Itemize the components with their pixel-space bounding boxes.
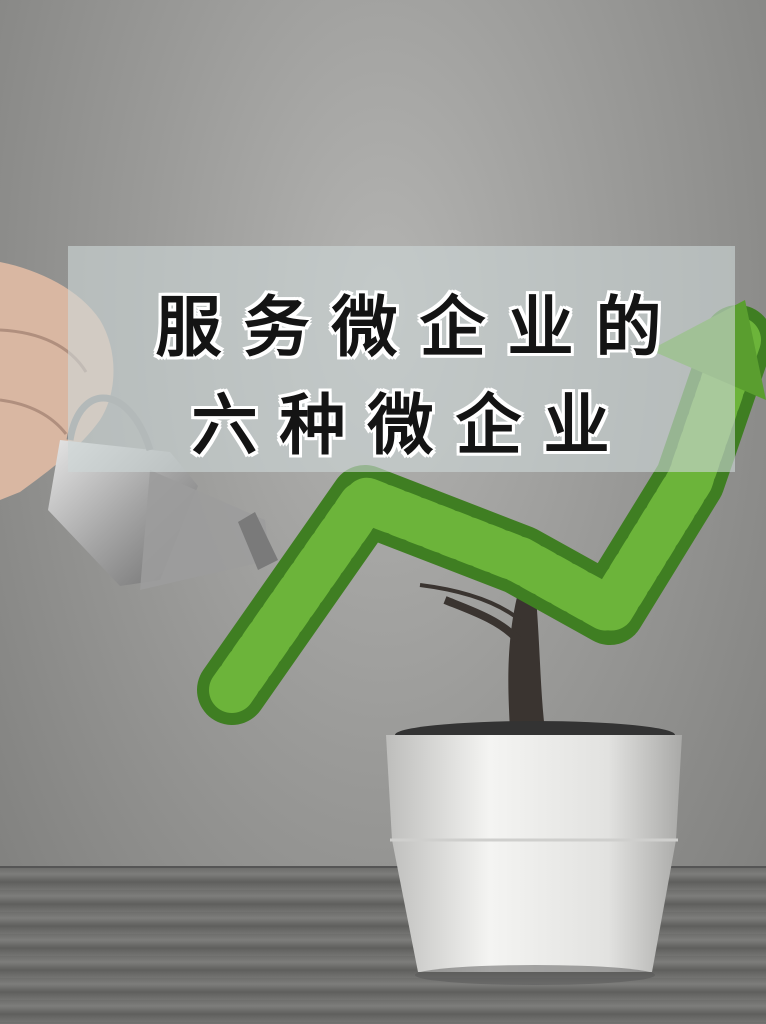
title-banner: 服务微企业的 六种微企业: [68, 246, 735, 472]
title-line-2: 六种微企业: [68, 372, 745, 468]
flower-pot: [386, 735, 682, 985]
title-line-1: 服务微企业的: [68, 274, 753, 370]
